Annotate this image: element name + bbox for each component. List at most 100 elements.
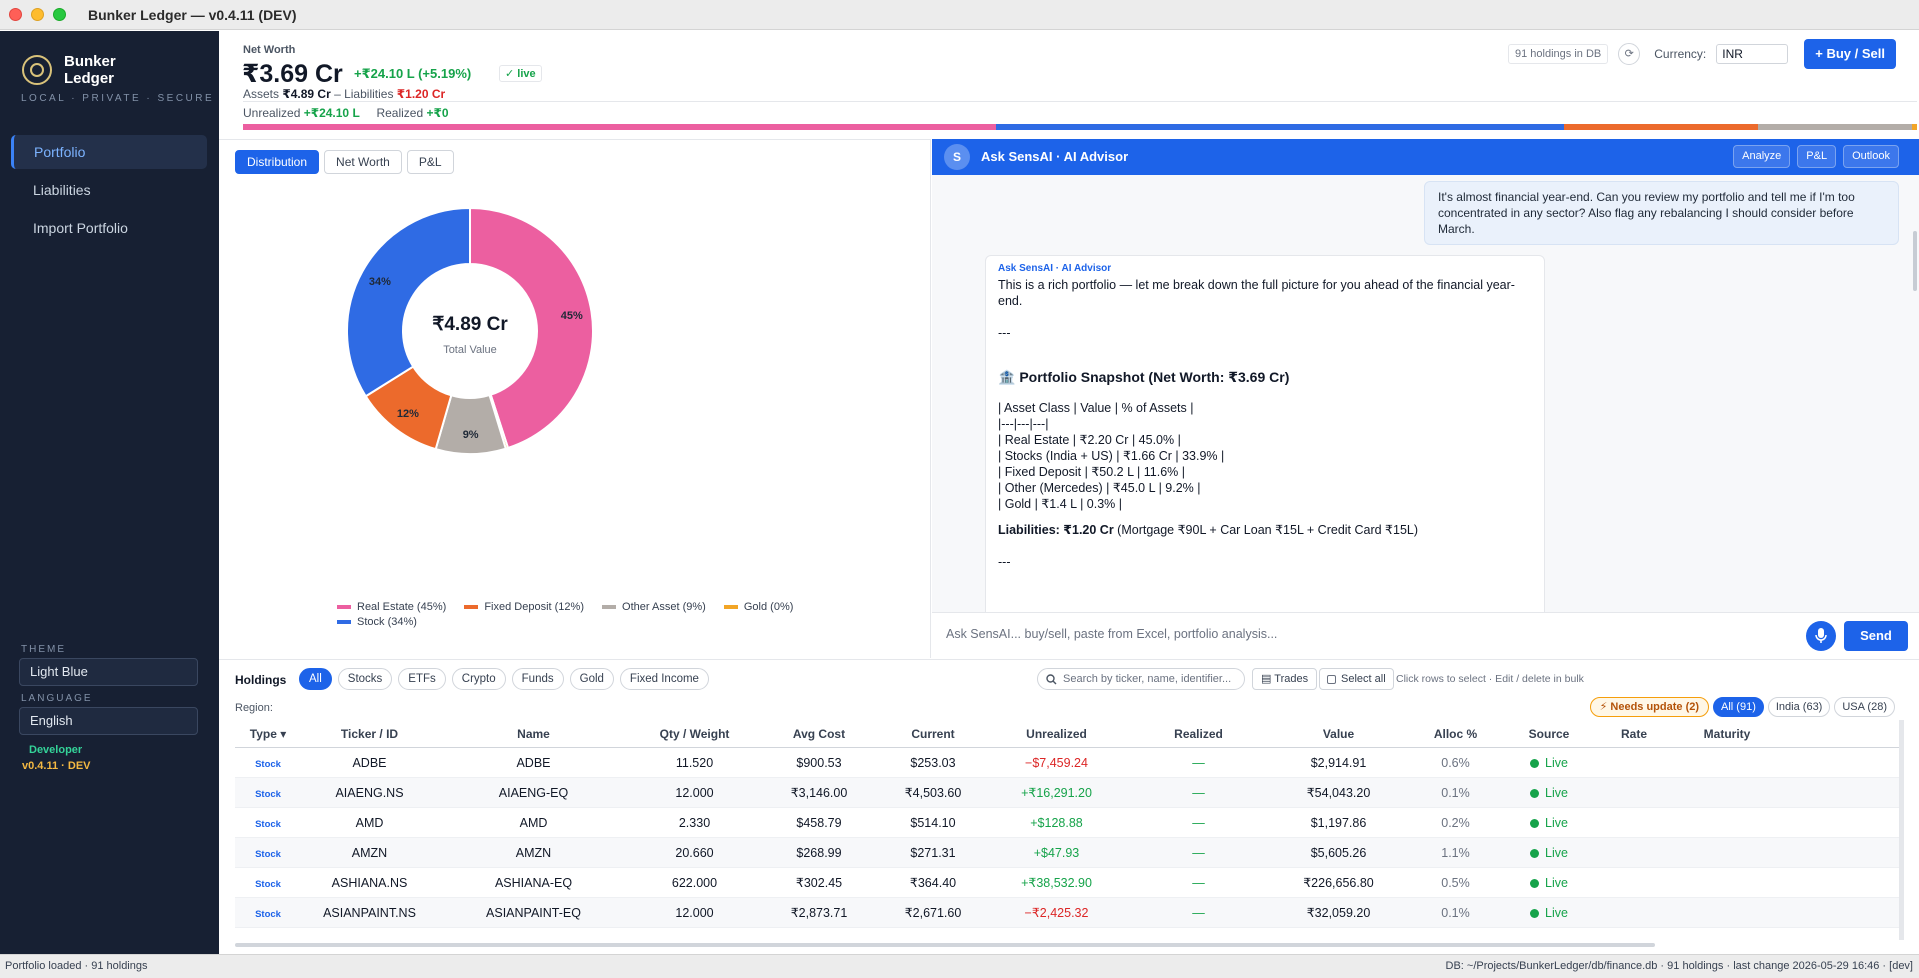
refresh-icon[interactable]: ⟳ (1618, 43, 1641, 65)
col-avg-cost[interactable]: Avg Cost (792, 727, 846, 741)
sidebar-item-liabilities[interactable]: Liabilities (33, 182, 91, 198)
trades-button[interactable]: ▤ Trades (1252, 668, 1318, 690)
cell-maturity (1676, 868, 1778, 897)
donut-slice[interactable] (346, 206, 471, 398)
col-ticker[interactable]: Ticker / ID (340, 727, 399, 741)
cell-current: $271.31 (878, 838, 988, 867)
cell-unrealized: +$47.93 (988, 838, 1125, 867)
realized-label: Realized (376, 106, 424, 120)
allocation-segment (996, 124, 1564, 130)
sidebar-item-import-portfolio[interactable]: Import Portfolio (33, 220, 128, 236)
send-button[interactable]: Send (1844, 621, 1908, 651)
allocation-segment (243, 124, 997, 130)
filter-all[interactable]: All (299, 668, 332, 690)
assets-label: Assets (243, 87, 280, 101)
table-row[interactable]: Stock AIAENG.NS AIAENG-EQ 12.000 ₹3,146.00 ₹4… (235, 778, 1899, 808)
cell-value-text: ₹226,656.80 (1303, 876, 1374, 890)
live-badge: ✓ live (499, 65, 542, 82)
ai-table-line: |---|---|---| (998, 417, 1049, 431)
developer-label: Developer (29, 744, 83, 756)
col-source[interactable]: Source (1528, 727, 1570, 741)
legend-item: Other Asset (9%) (602, 599, 706, 614)
filter-stocks[interactable]: Stocks (337, 668, 393, 690)
cell-qty-text: 11.520 (675, 756, 714, 770)
tab-distribution[interactable]: Distribution (235, 150, 320, 174)
col-alloc[interactable]: Alloc % (1433, 727, 1478, 741)
col-maturity[interactable]: Maturity (1703, 727, 1751, 741)
needs-update-badge[interactable]: ⚡ Needs update (2) (1589, 697, 1710, 717)
cell-unrealized-text: +$47.93 (1033, 846, 1080, 860)
col-type[interactable]: Type ▾ (249, 727, 287, 741)
col-name[interactable]: Name (517, 727, 550, 741)
cell-type-text: Stock (255, 909, 281, 920)
slice-label: 12% (397, 408, 419, 420)
currency-input[interactable]: INR (1716, 44, 1789, 64)
col-current[interactable]: Current (911, 727, 955, 741)
filter-gold[interactable]: Gold (569, 668, 614, 690)
table-header: Type ▾ Ticker / ID Name Qty / Weight Avg… (235, 720, 1899, 748)
ai-advisor-panel: S Ask SensAI · AI Advisor Analyze P&L Ou… (932, 139, 1919, 658)
cell-source: Live (1506, 748, 1592, 777)
cell-alloc: 0.1% (1405, 778, 1506, 807)
col-realized[interactable]: Realized (1174, 727, 1223, 741)
ai-table-line: | Gold | ₹1.4 L | 0.3% | (998, 497, 1123, 511)
donut-slice[interactable] (469, 206, 594, 450)
status-left: Portfolio loaded · 91 holdings (5, 960, 148, 972)
filter-fixed-income[interactable]: Fixed Income (619, 668, 709, 690)
chat-scrollbar[interactable] (1913, 231, 1917, 291)
col-unrealized[interactable]: Unrealized (1026, 727, 1087, 741)
table-row[interactable]: Stock ADBE ADBE 11.520 $900.53 $253.03 −$7,459… (235, 748, 1899, 778)
cell-qty: 20.660 (629, 838, 760, 867)
ai-table-line: | Real Estate | ₹2.20 Cr | 45.0% | (998, 433, 1181, 447)
outlook-button[interactable]: Outlook (1843, 145, 1899, 168)
cell-source: Live (1506, 778, 1592, 807)
buy-sell-button[interactable]: + Buy / Sell (1804, 39, 1896, 69)
cell-avg-cost-text: $900.53 (796, 756, 842, 770)
region-india[interactable]: India (63) (1767, 697, 1831, 717)
net-worth-value: ₹3.69 Cr (242, 60, 343, 88)
language-select[interactable]: English (19, 707, 198, 735)
table-horizontal-scrollbar[interactable] (235, 943, 1655, 947)
realized-value: +₹0 (426, 106, 449, 120)
close-window-button[interactable] (9, 8, 22, 21)
filter-etfs[interactable]: ETFs (398, 668, 446, 690)
ai-asset-table: | Asset Class | Value | % of Assets | |-… (998, 400, 1532, 512)
header-actions: 91 holdings in DB ⟳ Currency: INR + Buy … (1508, 39, 1896, 69)
cell-ticker: AMZN (301, 838, 438, 867)
ai-table-line: | Asset Class | Value | % of Assets | (998, 401, 1194, 415)
select-all-button[interactable]: Select all (1319, 668, 1394, 690)
microphone-icon[interactable] (1806, 621, 1836, 651)
analyze-button[interactable]: Analyze (1733, 145, 1791, 168)
table-row[interactable]: Stock AMZN AMZN 20.660 $268.99 $271.31 +$47.93… (235, 838, 1899, 868)
minimize-window-button[interactable] (31, 8, 44, 21)
col-rate[interactable]: Rate (1620, 727, 1647, 741)
table-row[interactable]: Stock AMD AMD 2.330 $458.79 $514.10 +$128.88 — $… (235, 808, 1899, 838)
region-all[interactable]: All (91) (1713, 697, 1764, 717)
region-usa[interactable]: USA (28) (1834, 697, 1895, 717)
cell-unrealized-text: +₹16,291.20 (1021, 786, 1092, 800)
cell-alloc-text: 0.1% (1441, 906, 1470, 920)
maximize-window-button[interactable] (53, 8, 66, 21)
table-row[interactable]: Stock ASHIANA.NS ASHIANA-EQ 622.000 ₹302.45 ₹… (235, 868, 1899, 898)
slice-label: 34% (369, 276, 391, 288)
filter-crypto[interactable]: Crypto (451, 668, 506, 690)
cell-source: Live (1506, 838, 1592, 867)
tab-pnl[interactable]: P&L (406, 150, 454, 174)
table-scrollbar[interactable] (1899, 720, 1904, 940)
chat-input[interactable]: Ask SensAI... buy/sell, paste from Excel… (946, 627, 1278, 641)
holdings-search-input[interactable]: Search by ticker, name, identifier... (1037, 668, 1245, 690)
pnl-button[interactable]: P&L (1797, 145, 1837, 168)
ai-liabilities-label: Liabilities: ₹1.20 Cr (998, 523, 1114, 537)
tab-net-worth[interactable]: Net Worth (324, 150, 402, 174)
col-value[interactable]: Value (1322, 727, 1355, 741)
sidebar-item-portfolio[interactable]: Portfolio (11, 135, 207, 169)
table-row[interactable]: Stock ASIANPAINT.NS ASIANPAINT-EQ 12.000 ₹2,… (235, 898, 1899, 928)
col-qty[interactable]: Qty / Weight (659, 727, 730, 741)
source-label: Live (1545, 816, 1568, 830)
donut-center-value: ₹4.89 Cr (432, 314, 508, 335)
cell-value-text: ₹32,059.20 (1306, 906, 1371, 920)
theme-select[interactable]: Light Blue (19, 658, 198, 686)
cell-alloc: 0.2% (1405, 808, 1506, 837)
filter-funds[interactable]: Funds (511, 668, 564, 690)
legend-swatch (337, 619, 351, 624)
